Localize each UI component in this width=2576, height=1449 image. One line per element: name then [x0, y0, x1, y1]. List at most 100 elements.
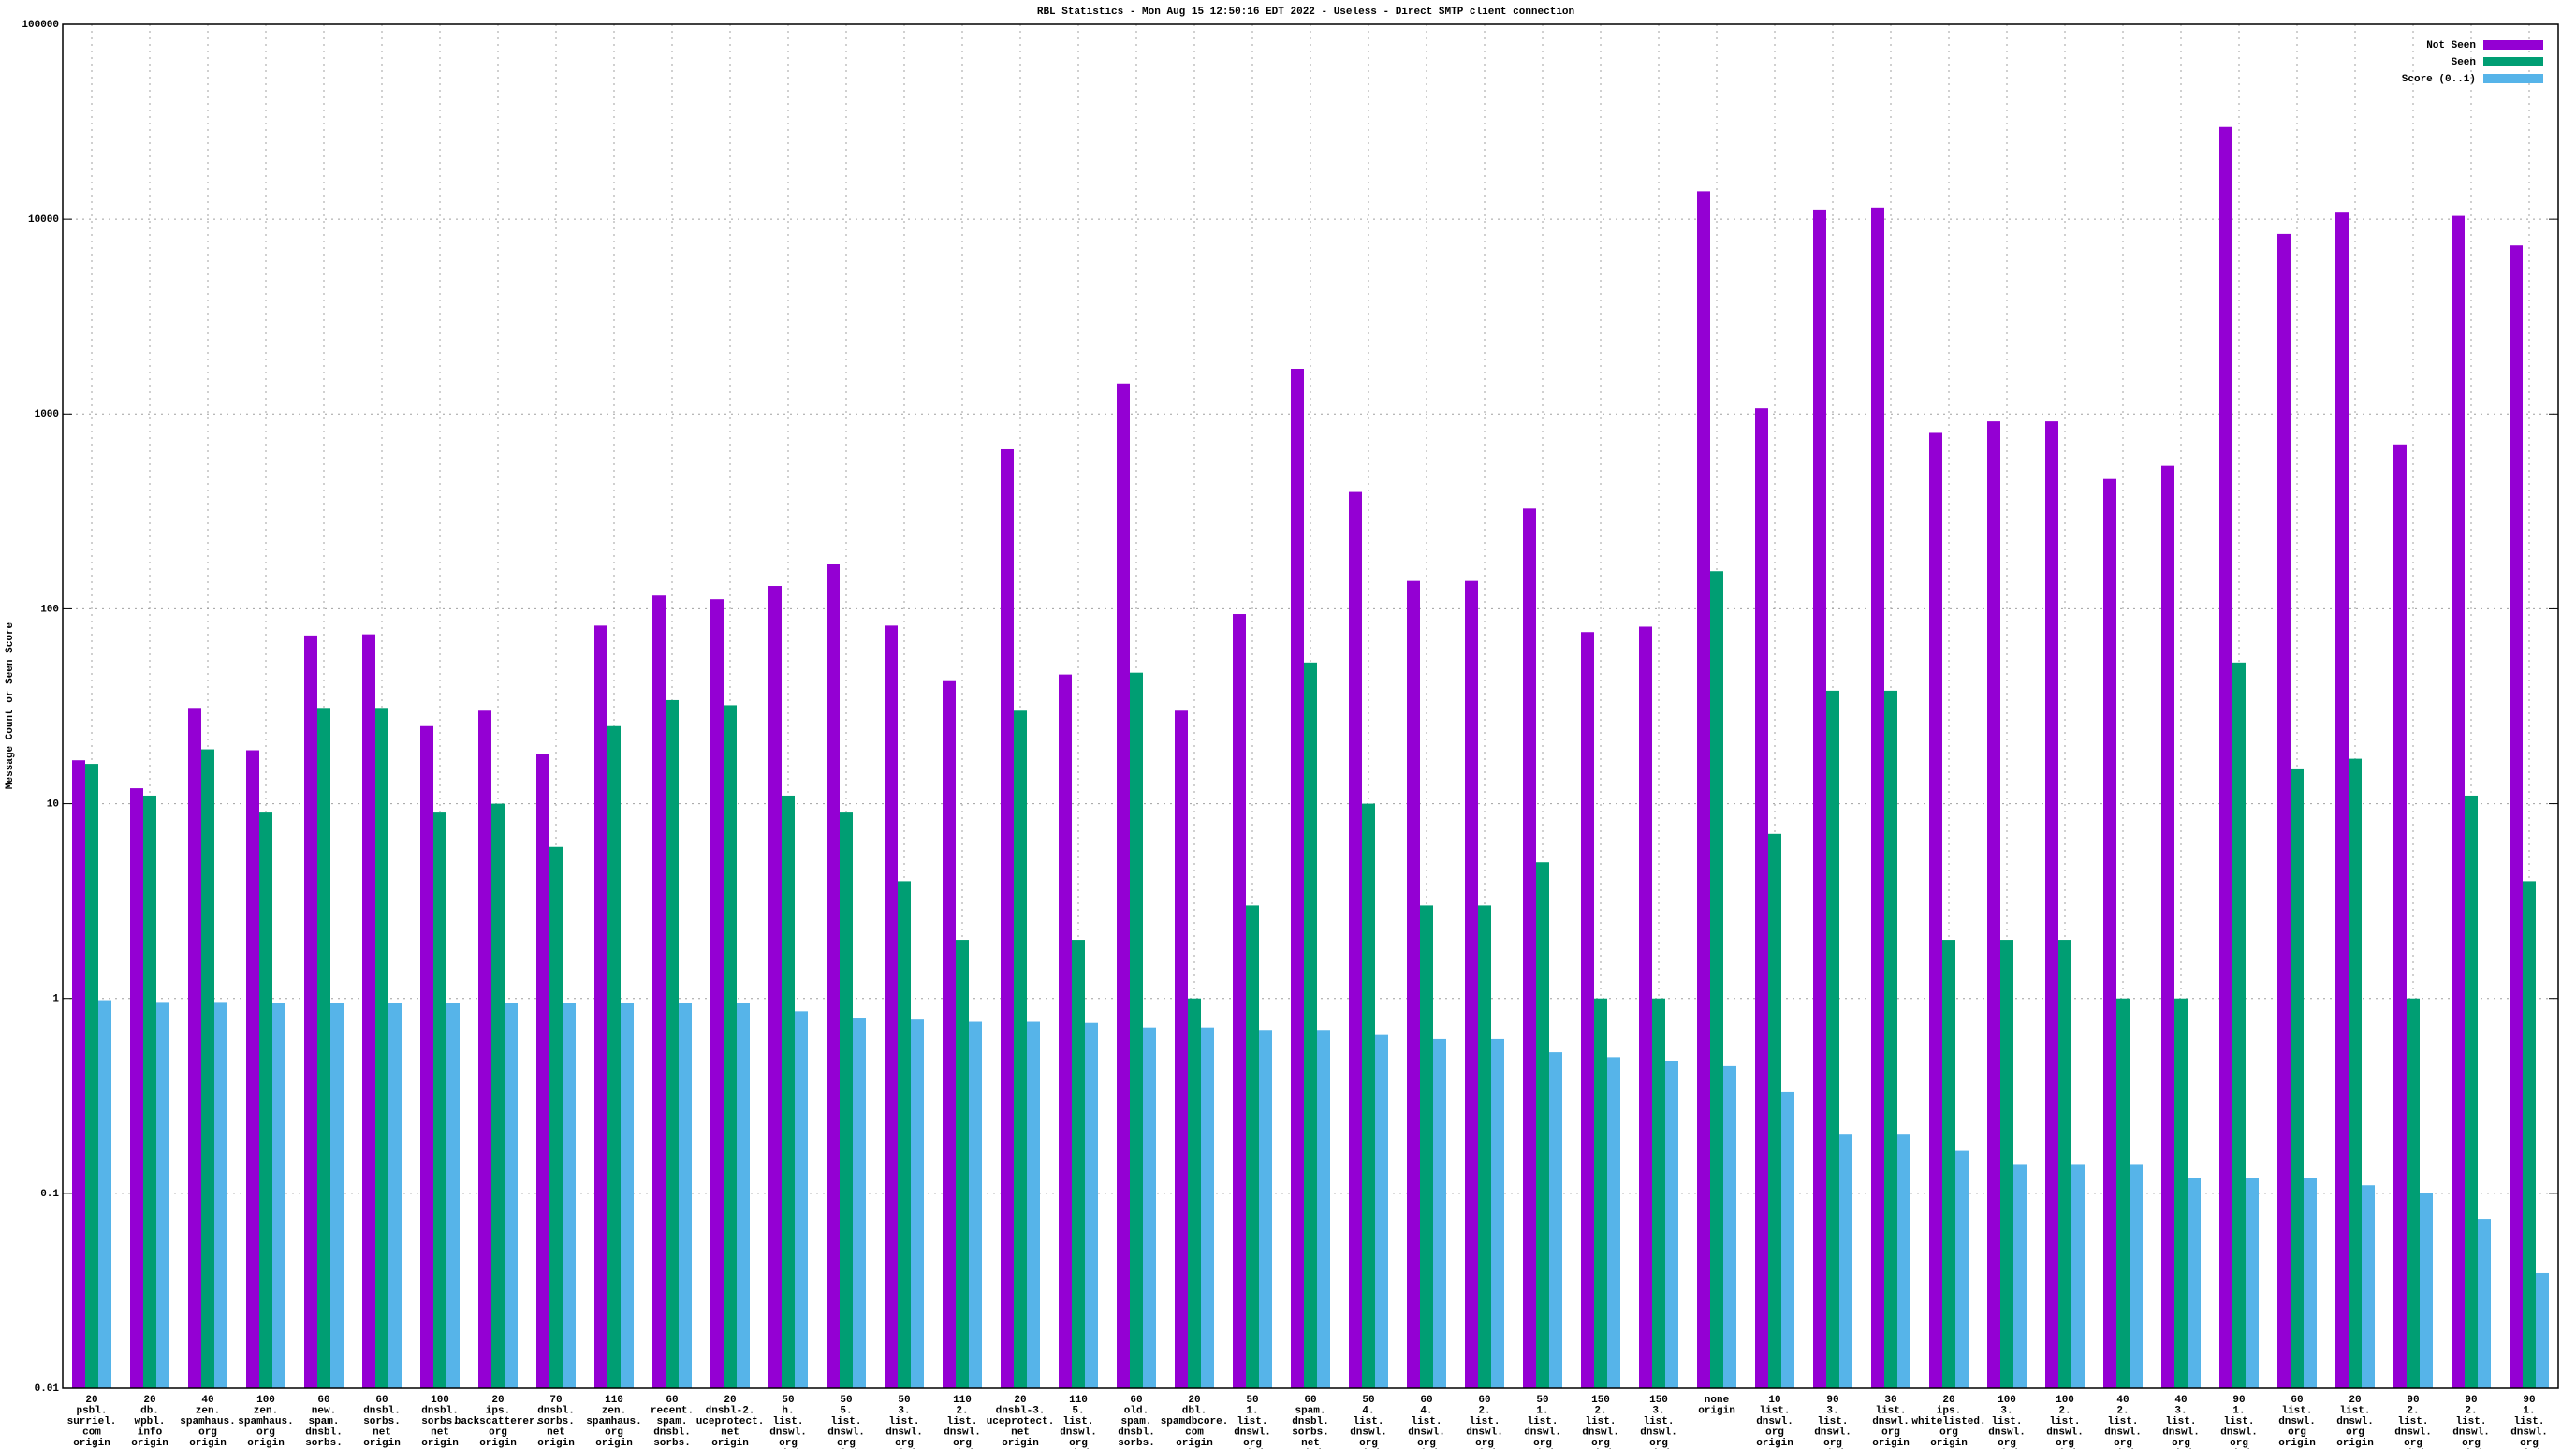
x-tick-label-line: org	[1649, 1438, 1668, 1449]
x-tick-label-line: 60	[1304, 1395, 1316, 1406]
bar	[2219, 126, 2232, 1389]
x-tick-label-line: dnswl.	[2104, 1427, 2142, 1438]
x-tick-label-line: 2.	[2407, 1405, 2419, 1416]
x-tick-label-line: dnswl.	[1408, 1427, 1445, 1438]
x-tick-label-line: 20	[85, 1395, 97, 1406]
x-tick-label-line: net	[373, 1427, 391, 1438]
x-tick-label-line: net	[1301, 1438, 1320, 1449]
x-tick-label-line: dnsbl.	[653, 1427, 691, 1438]
bar	[2362, 1185, 2375, 1388]
x-tick-label-line: list.	[2513, 1416, 2544, 1427]
x-tick-label-line: org	[256, 1427, 275, 1438]
x-tick-label-line: com	[1185, 1427, 1204, 1438]
x-tick-label-line: origin	[1756, 1438, 1793, 1449]
x-tick-label-line: net	[431, 1427, 449, 1438]
bar	[433, 812, 446, 1388]
x-tick-label-line: list.	[1817, 1416, 1848, 1427]
bar	[795, 1011, 808, 1388]
x-tick-label-line: list.	[1643, 1416, 1674, 1427]
x-tick-label-line: dnsbl.	[421, 1405, 459, 1416]
bar	[317, 708, 330, 1388]
bar	[2407, 998, 2420, 1388]
bar	[130, 788, 143, 1388]
bar	[768, 586, 782, 1388]
bar	[259, 812, 272, 1388]
y-tick-label: 10	[47, 798, 59, 810]
x-tick-label-line: 90	[2523, 1395, 2535, 1406]
bar	[1420, 905, 1433, 1388]
x-tick-label-line: dnswl.	[1582, 1427, 1619, 1438]
x-tick-label-line: uceprotect.	[696, 1416, 765, 1427]
x-tick-label-line: org	[2230, 1438, 2248, 1449]
x-tick-label-line: org	[2288, 1427, 2306, 1438]
x-tick-label-line: 110	[953, 1395, 972, 1406]
x-tick-label-line: origin	[479, 1438, 517, 1449]
bar	[2510, 245, 2523, 1389]
bar	[1085, 1022, 1098, 1388]
x-tick-label-line: sorbs.	[537, 1416, 575, 1427]
bar	[1755, 408, 1768, 1388]
bar	[375, 708, 388, 1388]
bar	[1491, 1038, 1504, 1388]
x-tick-label-line: list.	[1469, 1416, 1500, 1427]
x-tick-label-line: list.	[1411, 1416, 1442, 1427]
y-tick-label: 100	[40, 604, 59, 615]
x-tick-label-line: 30	[1884, 1395, 1896, 1406]
bar	[943, 680, 956, 1388]
bar	[666, 699, 679, 1388]
bar	[827, 564, 840, 1388]
x-tick-label-line: dnswl.	[1756, 1416, 1793, 1427]
bar	[2130, 1164, 2143, 1388]
x-tick-label-line: none	[1705, 1395, 1730, 1406]
x-tick-label-line: dnswl.	[2278, 1416, 2316, 1427]
bar	[2277, 233, 2291, 1389]
x-tick-label-line: sorbs.	[363, 1416, 401, 1427]
x-tick-label-line: net	[1011, 1427, 1030, 1438]
x-tick-label-line: org	[1998, 1438, 2016, 1449]
x-tick-label-line: 50	[1246, 1395, 1258, 1406]
bar	[1143, 1027, 1156, 1388]
x-tick-label-line: old.	[1124, 1405, 1149, 1416]
x-tick-label-line: origin	[537, 1438, 575, 1449]
x-tick-label-line: 2.	[2058, 1405, 2071, 1416]
bar	[898, 881, 911, 1388]
x-tick-label-line: 2.	[2465, 1405, 2477, 1416]
x-tick-label-line: dnswl.	[2336, 1416, 2374, 1427]
bar	[1594, 998, 1607, 1388]
bar	[710, 599, 724, 1388]
x-tick-label-line: origin	[711, 1438, 749, 1449]
bar	[2116, 998, 2130, 1388]
x-tick-label-line: spam.	[656, 1416, 687, 1427]
x-tick-label-line: list.	[2455, 1416, 2486, 1427]
bar	[2536, 1272, 2549, 1388]
bar	[2523, 881, 2536, 1388]
bar	[2045, 421, 2058, 1388]
x-tick-label-line: 90	[1826, 1395, 1838, 1406]
x-tick-label-line: list.	[1527, 1416, 1558, 1427]
x-tick-label-line: org	[837, 1438, 856, 1449]
bar	[1291, 369, 1304, 1388]
bar	[1175, 710, 1188, 1388]
x-tick-label-line: 90	[2232, 1395, 2245, 1406]
x-tick-label-line: h.	[782, 1405, 794, 1416]
x-tick-label-line: org	[1417, 1438, 1436, 1449]
bar	[1001, 448, 1014, 1389]
bar	[188, 708, 201, 1388]
x-tick-label-line: 100	[2056, 1395, 2074, 1406]
x-tick-label-line: dnswl.	[1524, 1427, 1561, 1438]
x-tick-label-line: list.	[772, 1416, 803, 1427]
bar	[1723, 1065, 1736, 1388]
x-tick-label-line: list.	[888, 1416, 919, 1427]
x-tick-label-line: 50	[1362, 1395, 1374, 1406]
x-tick-label-line: dnswl.	[827, 1427, 865, 1438]
x-tick-label-line: 1.	[1246, 1405, 1258, 1416]
x-tick-label-line: list.	[1875, 1405, 1906, 1416]
x-tick-label-line: 60	[1478, 1395, 1490, 1406]
x-tick-label-line: org	[1069, 1438, 1088, 1449]
